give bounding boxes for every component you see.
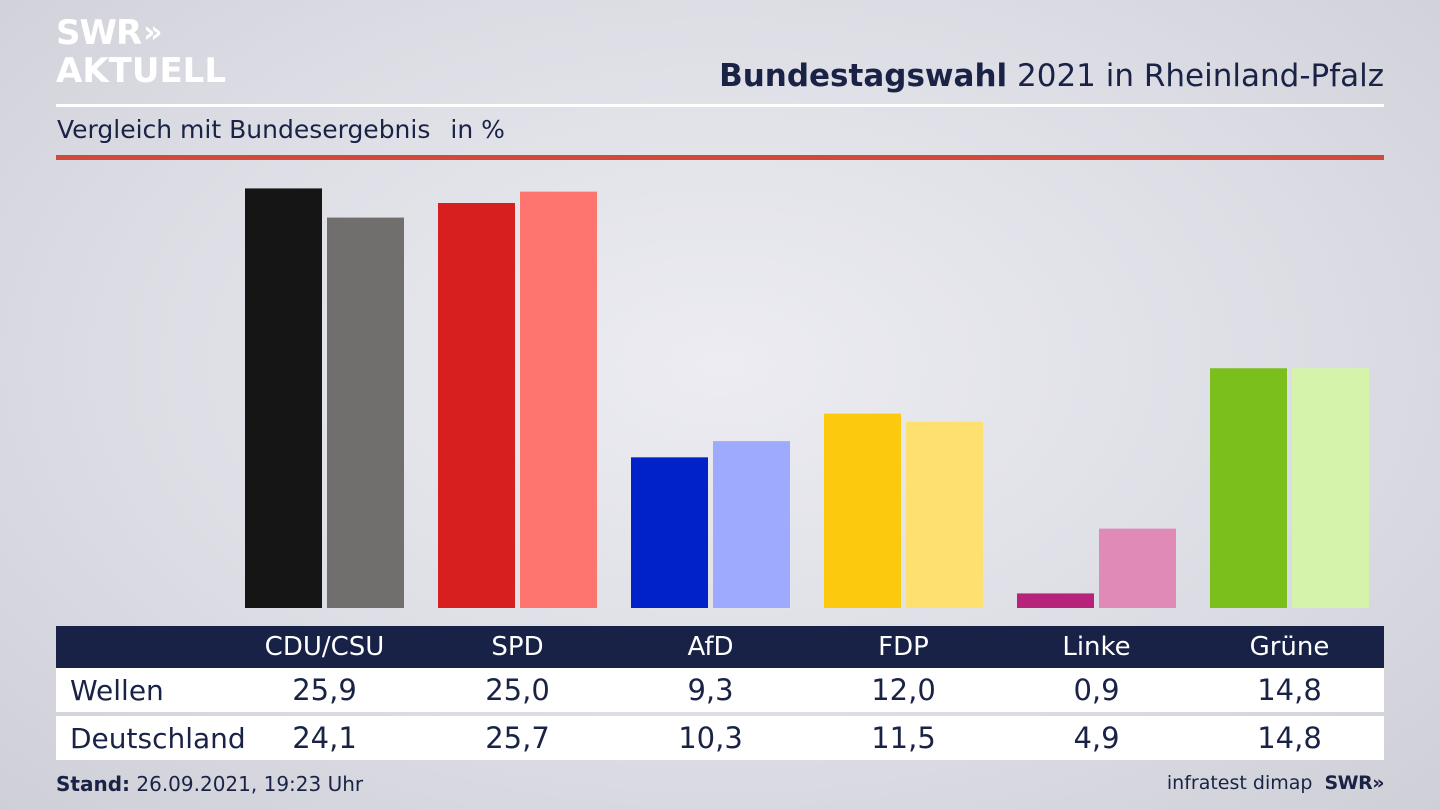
value-afd-wellen: 9,3 (687, 673, 734, 707)
accent-divider (56, 155, 1384, 160)
swr-footer-chevrons-icon: » (1372, 772, 1384, 794)
row-label-wellen: Wellen (70, 673, 164, 707)
bar-fdp-wellen (824, 413, 901, 608)
swr-footer-text: SWR (1324, 772, 1373, 794)
bar-cdu-csu-deutschland (327, 217, 404, 608)
bar-spd-wellen (438, 203, 515, 608)
subtitle-text: Vergleich mit Bundesergebnis (57, 115, 431, 144)
results-table: CDU/CSU SPD AfD FDP Linke Grüne Wellen 25,9 25… (56, 626, 1384, 760)
row-label-deutschland: Deutschland (70, 721, 246, 755)
source-credit: infratest dimap SWR» (1166, 772, 1385, 794)
value-linke-wellen: 0,9 (1073, 673, 1120, 707)
table-row: Wellen 25,9 25,0 9,3 12,0 0,9 14,8 (56, 668, 1384, 712)
subtitle-unit: in % (450, 115, 505, 144)
column-header-linke: Linke (1062, 632, 1131, 662)
bar-linke-deutschland (1099, 528, 1176, 608)
bar-gr-ne-wellen (1210, 368, 1287, 608)
value-cdu-csu-deutschland: 24,1 (292, 721, 357, 755)
value-cdu-csu-wellen: 25,9 (292, 673, 357, 707)
chart-subtitle: Vergleich mit Bundesergebnis in % (57, 115, 505, 144)
column-header-afd: AfD (687, 632, 734, 662)
bar-spd-deutschland (520, 191, 597, 608)
bar-afd-wellen (631, 457, 708, 608)
column-header-cdu-csu: CDU/CSU (264, 632, 385, 662)
bar-afd-deutschland (713, 441, 790, 608)
stand-label: Stand: (56, 772, 131, 796)
value-gr-ne-wellen: 14,8 (1257, 673, 1322, 707)
column-header-spd: SPD (491, 632, 544, 662)
column-header-gr-ne: Grüne (1249, 632, 1330, 662)
chart-title: Bundestagswahl 2021 in Rheinland-Pfalz (719, 58, 1384, 94)
logo-chevrons-icon: » (143, 15, 163, 50)
bar-linke-wellen (1017, 593, 1094, 608)
value-linke-deutschland: 4,9 (1073, 721, 1120, 755)
title-divider (56, 104, 1384, 107)
column-header-fdp: FDP (878, 632, 929, 662)
value-spd-wellen: 25,0 (485, 673, 550, 707)
logo-text-swr: SWR (56, 13, 142, 53)
chart-title-bold: Bundestagswahl (719, 58, 1008, 94)
bar-fdp-deutschland (906, 421, 983, 608)
value-afd-deutschland: 10,3 (678, 721, 743, 755)
bar-cdu-csu-wellen (245, 188, 322, 609)
swr-footer-logo: SWR» (1324, 772, 1384, 794)
table-row: Deutschland 24,1 25,7 10,3 11,5 4,9 14,8 (56, 716, 1384, 760)
table-header-row: CDU/CSU SPD AfD FDP Linke Grüne (56, 626, 1384, 668)
logo-text-aktuell: AKTUELL (56, 51, 227, 91)
stand-value: 26.09.2021, 19:23 Uhr (130, 772, 364, 796)
value-spd-deutschland: 25,7 (485, 721, 550, 755)
bar-gr-ne-deutschland (1292, 368, 1369, 608)
swr-aktuell-logo: SWR » AKTUELL (56, 16, 226, 88)
value-gr-ne-deutschland: 14,8 (1257, 721, 1322, 755)
value-fdp-deutschland: 11,5 (871, 721, 936, 755)
timestamp: Stand: 26.09.2021, 19:23 Uhr (56, 772, 363, 796)
source-name: infratest dimap (1166, 772, 1313, 794)
chart-title-rest: 2021 in Rheinland-Pfalz (1007, 58, 1384, 94)
value-fdp-wellen: 12,0 (871, 673, 936, 707)
